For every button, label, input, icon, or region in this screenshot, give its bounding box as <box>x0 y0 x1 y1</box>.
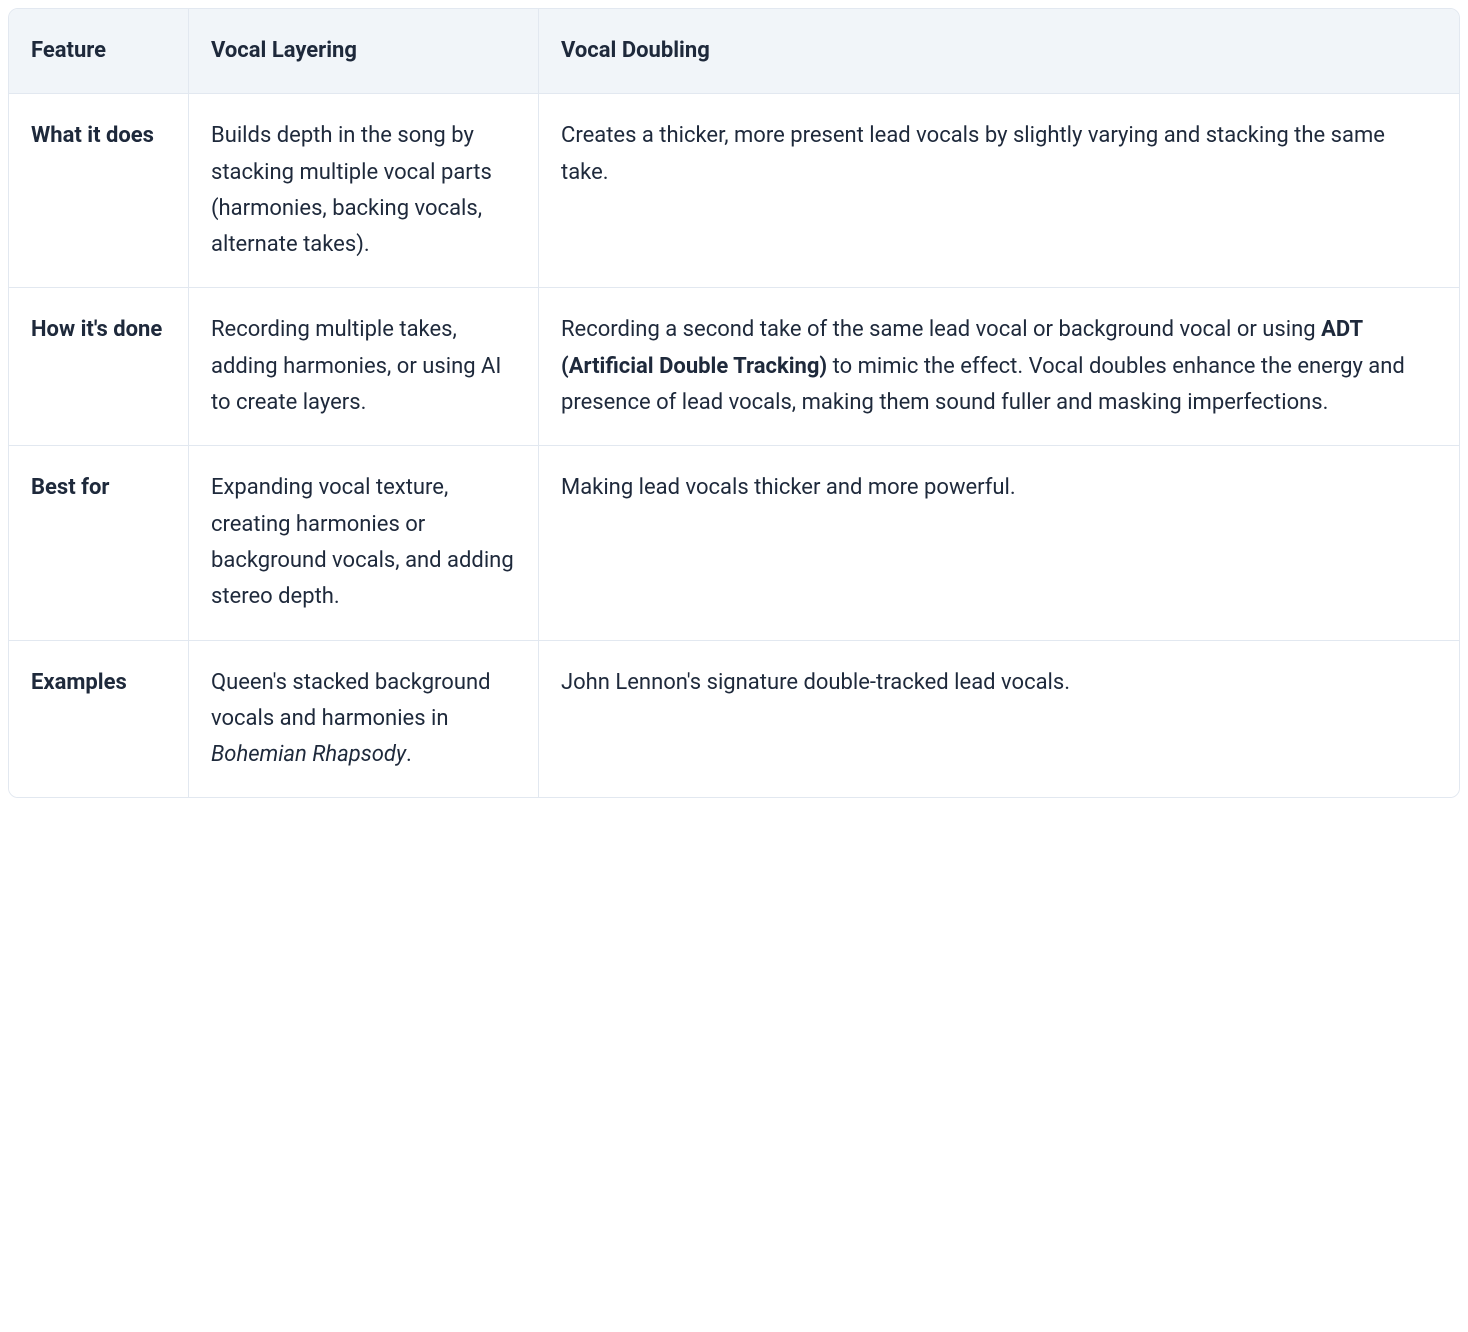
row-doubling-cell: John Lennon's signature double-tracked l… <box>539 641 1459 798</box>
layering-text-pre: Queen's stacked background vocals and ha… <box>211 670 491 731</box>
row-doubling-cell: Recording a second take of the same lead… <box>539 288 1459 446</box>
row-doubling-cell: Making lead vocals thicker and more powe… <box>539 446 1459 640</box>
table-row: How it's done Recording multiple takes, … <box>9 288 1459 446</box>
row-layering-cell: Recording multiple takes, adding harmoni… <box>189 288 539 446</box>
doubling-text-pre: Recording a second take of the same lead… <box>561 317 1321 342</box>
layering-italic: Bohemian Rhapsody <box>211 742 406 767</box>
row-doubling-cell: Creates a thicker, more present lead voc… <box>539 94 1459 288</box>
layering-text-post: . <box>406 742 412 767</box>
row-feature-label: How it's done <box>9 288 189 446</box>
row-layering-cell: Builds depth in the song by stacking mul… <box>189 94 539 288</box>
row-feature-label: What it does <box>9 94 189 288</box>
table-row: Examples Queen's stacked background voca… <box>9 641 1459 798</box>
table-row: What it does Builds depth in the song by… <box>9 94 1459 288</box>
row-feature-label: Examples <box>9 641 189 798</box>
row-layering-cell: Queen's stacked background vocals and ha… <box>189 641 539 798</box>
col-header-doubling: Vocal Doubling <box>539 9 1459 94</box>
table-row: Best for Expanding vocal texture, creati… <box>9 446 1459 640</box>
table-header-row: Feature Vocal Layering Vocal Doubling <box>9 9 1459 94</box>
row-layering-cell: Expanding vocal texture, creating harmon… <box>189 446 539 640</box>
col-header-feature: Feature <box>9 9 189 94</box>
col-header-layering: Vocal Layering <box>189 9 539 94</box>
row-feature-label: Best for <box>9 446 189 640</box>
comparison-table: Feature Vocal Layering Vocal Doubling Wh… <box>8 8 1460 798</box>
